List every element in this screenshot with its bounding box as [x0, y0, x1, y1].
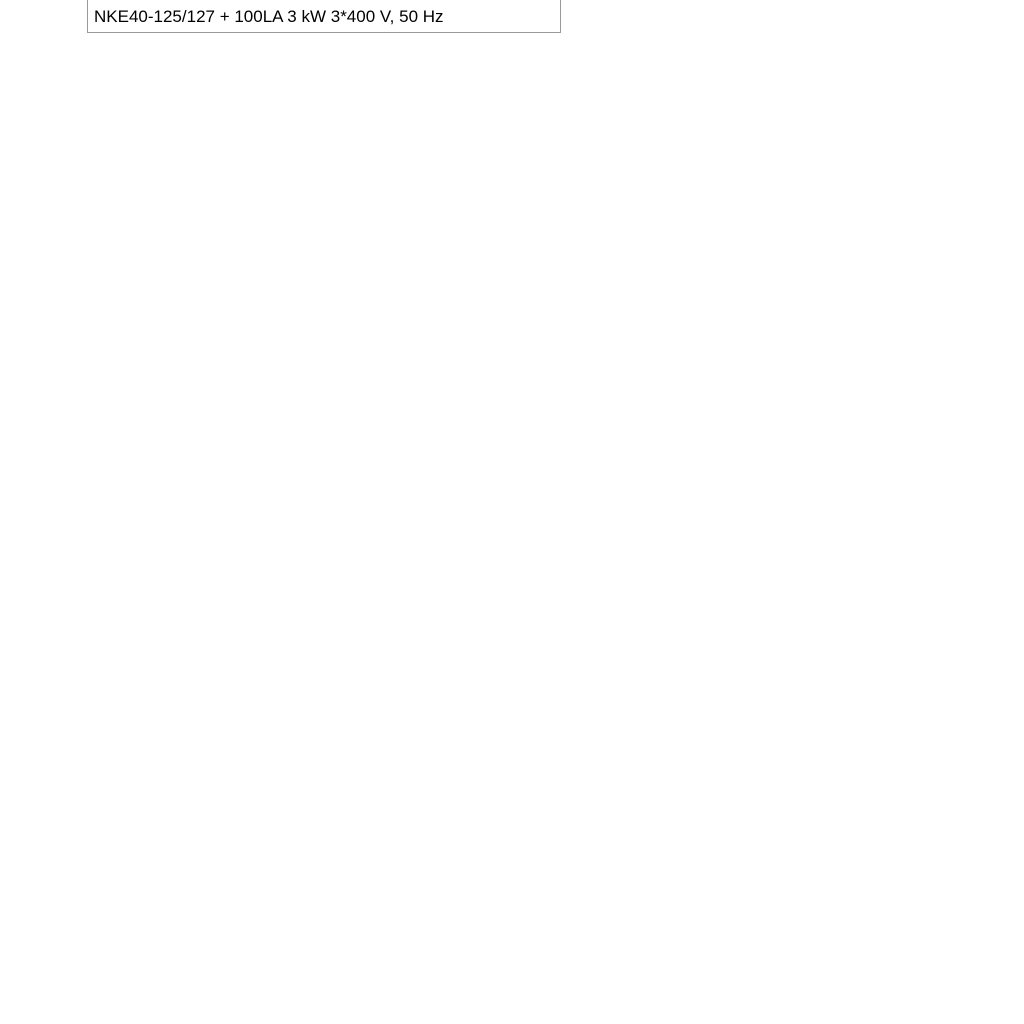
top-ylabel-left-1: cos phi [21, 5, 75, 24]
top-xlabel: P2 [kW] [888, 518, 948, 537]
x-tick-label: 1.6 [475, 518, 499, 537]
chart-title: NKE40-125/127 + 100LA 3 kW 3*400 V, 50 H… [87, 0, 561, 33]
label-p1: P1 (motor+freq.converter) [764, 564, 959, 583]
bot-ylabel-left-2: [rpm] [36, 588, 75, 607]
y-left-tick-label: 0.4 [48, 316, 72, 335]
y-right-tick-label: 1.0 [980, 843, 1004, 862]
top-ylabel-right-1: I [981, 5, 986, 24]
x-tick-label: 2.8 [775, 518, 799, 537]
x-tick-label: 2.4 [675, 518, 699, 537]
x-tick-label: 1.8 [525, 518, 549, 537]
y-right-tick-label: 0 [978, 502, 987, 521]
x-tick-label: 0.6 [225, 518, 249, 537]
y-right-tick-label: 6 [978, 223, 987, 242]
top-ylabel-left-2: eta [36, 25, 60, 44]
y-right-tick-label: 0.0 [980, 959, 1004, 978]
x-tick-label: 0.2 [125, 518, 149, 537]
label-n: n [829, 644, 838, 663]
y-left-tick-label: 1000 [34, 843, 72, 862]
x-tick-label: 1.0 [325, 518, 349, 537]
x-tick-label: 0.4 [175, 518, 199, 537]
bot-ylabel-right-2: [kW] [975, 588, 1009, 607]
label-cos-phi: cos phi [815, 104, 869, 123]
series-cos-phi-line [85, 94, 838, 406]
bot-ylabel-right-1: P1 [982, 564, 1003, 583]
series-I-line [86, 262, 838, 484]
y-right-tick-label: 2 [978, 409, 987, 428]
x-tick-label: 2.6 [725, 518, 749, 537]
y-left-tick-label: 0.2 [48, 409, 72, 428]
y-left-tick-label: 0.6 [48, 223, 72, 242]
y-right-tick-label: 2.0 [980, 727, 1004, 746]
label-eta: eta [835, 66, 859, 85]
series-p1-line [86, 584, 838, 960]
label-i: I [846, 239, 851, 258]
speed-range-fill [87, 584, 837, 901]
speed-range-lower-line [86, 631, 838, 901]
speed-range-upper-line [86, 584, 838, 598]
top-ylabel-right-2: [A] [973, 25, 994, 44]
footer-speed: n = 109 % [89, 987, 166, 1006]
series-n-line [86, 618, 838, 634]
y-left-tick-label: 2000 [34, 727, 72, 746]
y-left-tick-label: 0 [63, 959, 72, 978]
y-right-tick-label: 4 [978, 316, 987, 335]
bot-ylabel-left-1: n [50, 564, 59, 583]
y-right-tick-label: 8 [978, 130, 987, 149]
x-tick-label: 0.8 [275, 518, 299, 537]
y-left-tick-label: 0.0 [48, 502, 72, 521]
x-tick-label: 3.0 [825, 518, 849, 537]
x-tick-label: 2.2 [625, 518, 649, 537]
x-tick-label: 1.4 [425, 518, 449, 537]
y-left-tick-label: 0.8 [48, 130, 72, 149]
series-eta-line [85, 88, 837, 512]
x-tick-label: 2.0 [575, 518, 599, 537]
x-tick-label: 0 [82, 518, 91, 537]
x-tick-label: 1.2 [375, 518, 399, 537]
